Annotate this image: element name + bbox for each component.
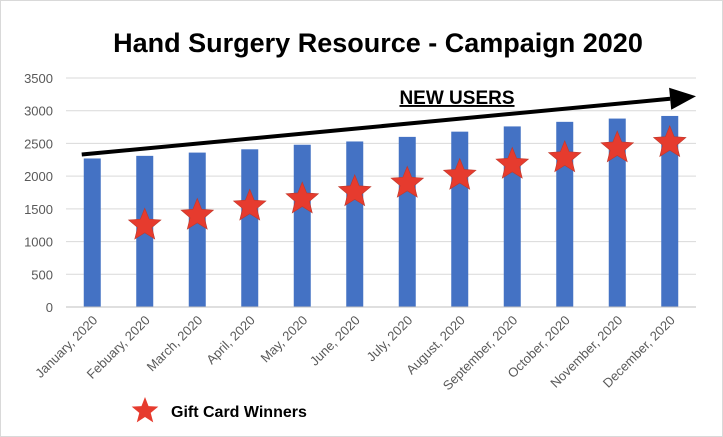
arrow-shaft [81,96,671,157]
star-marker [180,197,215,230]
star-marker [547,140,582,173]
bar [661,115,679,307]
bar [241,149,259,307]
star-marker [285,181,320,214]
trend-arrow [81,87,696,157]
star-marker [337,174,372,207]
bar [608,118,626,308]
y-tick-label: 1500 [24,202,53,217]
y-tick-label: 0 [46,300,53,315]
bar [346,141,364,307]
y-axis-tick-labels: 0 500 1000 1500 2000 2500 3000 3500 [24,71,53,315]
legend-label-gift-card-winners: Gift Card Winners [171,404,307,421]
gift-card-winners-series [127,124,687,240]
bar [188,152,206,307]
arrow-head [669,87,696,110]
y-tick-label: 3500 [24,71,53,86]
chart-title: Hand Surgery Resource - Campaign 2020 [113,28,643,58]
new-users-annotation: NEW USERS [399,88,514,109]
legend: Gift Card Winners [131,397,307,423]
y-tick-label: 1000 [24,235,53,250]
star-marker [495,146,530,179]
legend-star-icon [131,397,159,423]
y-tick-label: 2000 [24,169,53,184]
star-marker [652,124,687,158]
star-marker [600,130,635,163]
y-tick-label: 500 [31,267,53,282]
y-tick-label: 3000 [24,104,53,119]
bar [83,158,101,307]
star-marker [442,157,477,190]
star-marker [127,207,162,240]
gridlines [66,77,696,275]
star-marker [390,165,425,198]
y-tick-label: 2500 [24,136,53,151]
bar [398,136,416,307]
star-marker [232,188,267,221]
bar [293,144,311,307]
